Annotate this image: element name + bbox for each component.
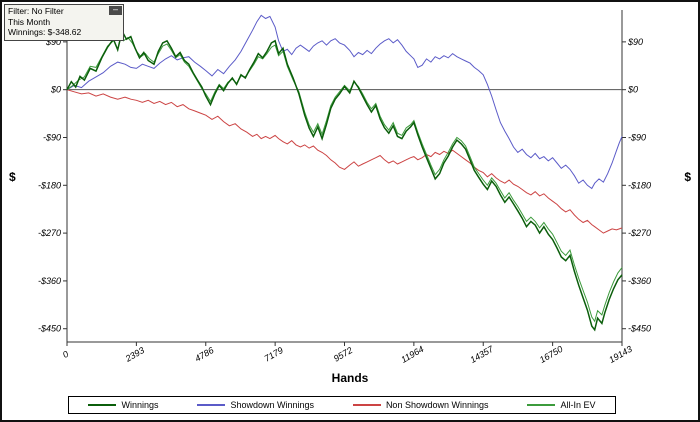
y-tick-label: -$90 (43, 132, 61, 142)
x-tick-label: 14357 (468, 343, 496, 365)
y-axis-label-left: $ (9, 170, 16, 184)
y-tick-label: $0 (627, 85, 638, 95)
x-tick-label: 11964 (399, 344, 425, 365)
x-tick-label: 19143 (607, 344, 634, 365)
filter-status: Filter: No Filter (8, 6, 64, 16)
period-status: This Month (8, 16, 51, 27)
chart-legend: Winnings Showdown Winnings Non Showdown Wi… (68, 396, 616, 414)
y-tick-label: -$270 (38, 228, 61, 238)
x-tick-label: 16750 (538, 344, 565, 365)
legend-label-all-in-ev: All-In EV (560, 400, 596, 410)
legend-item-winnings: Winnings (88, 400, 158, 410)
x-tick-label: 9572 (332, 345, 354, 364)
x-axis-label: Hands (331, 371, 369, 385)
series-all-in-ev (66, 35, 623, 323)
series-non-showdown-winnings (66, 89, 623, 234)
minimize-button[interactable]: – (109, 5, 122, 15)
legend-item-showdown-winnings: Showdown Winnings (197, 400, 314, 410)
series-winnings (66, 29, 623, 332)
x-tick-label: 7179 (262, 345, 284, 364)
x-tick-label: 2393 (123, 345, 146, 364)
y-tick-label: $0 (50, 85, 61, 95)
y-tick-label: -$360 (628, 276, 651, 286)
y-tick-label: -$450 (628, 324, 651, 334)
y-tick-label: -$450 (38, 324, 61, 334)
y-tick-label: -$180 (628, 180, 651, 190)
legend-swatch-all-in-ev (527, 404, 556, 406)
y-tick-label: -$90 (628, 132, 646, 142)
filter-info-box: Filter: No Filter This Month Winnings: $… (4, 4, 124, 41)
winnings-chart: $90 $90 $0 $0 -$90 -$90 -$180 -$180 -$270 -$270 -$… (38, 10, 651, 365)
legend-swatch-showdown-winnings (197, 404, 226, 406)
y-tick-label: -$360 (38, 276, 61, 286)
x-tick-label: 4786 (193, 345, 215, 364)
legend-item-all-in-ev: All-In EV (527, 400, 595, 410)
legend-swatch-non-showdown-winnings (352, 404, 381, 406)
legend-label-winnings: Winnings (121, 400, 159, 410)
y-tick-label: $90 (627, 37, 643, 47)
x-tick-label: 0 (61, 349, 70, 360)
series-showdown-winnings (66, 14, 623, 190)
legend-label-non-showdown-winnings: Non Showdown Winnings (385, 400, 489, 410)
legend-item-non-showdown-winnings: Non Showdown Winnings (352, 400, 489, 410)
y-tick-label: -$270 (628, 228, 651, 238)
legend-swatch-winnings (88, 404, 117, 406)
y-tick-label: $90 (45, 37, 61, 47)
y-tick-label: -$180 (38, 180, 61, 190)
legend-label-showdown-winnings: Showdown Winnings (230, 400, 314, 410)
y-axis-label-right: $ (684, 170, 691, 184)
winnings-total: Winnings: $-348.62 (8, 27, 82, 37)
